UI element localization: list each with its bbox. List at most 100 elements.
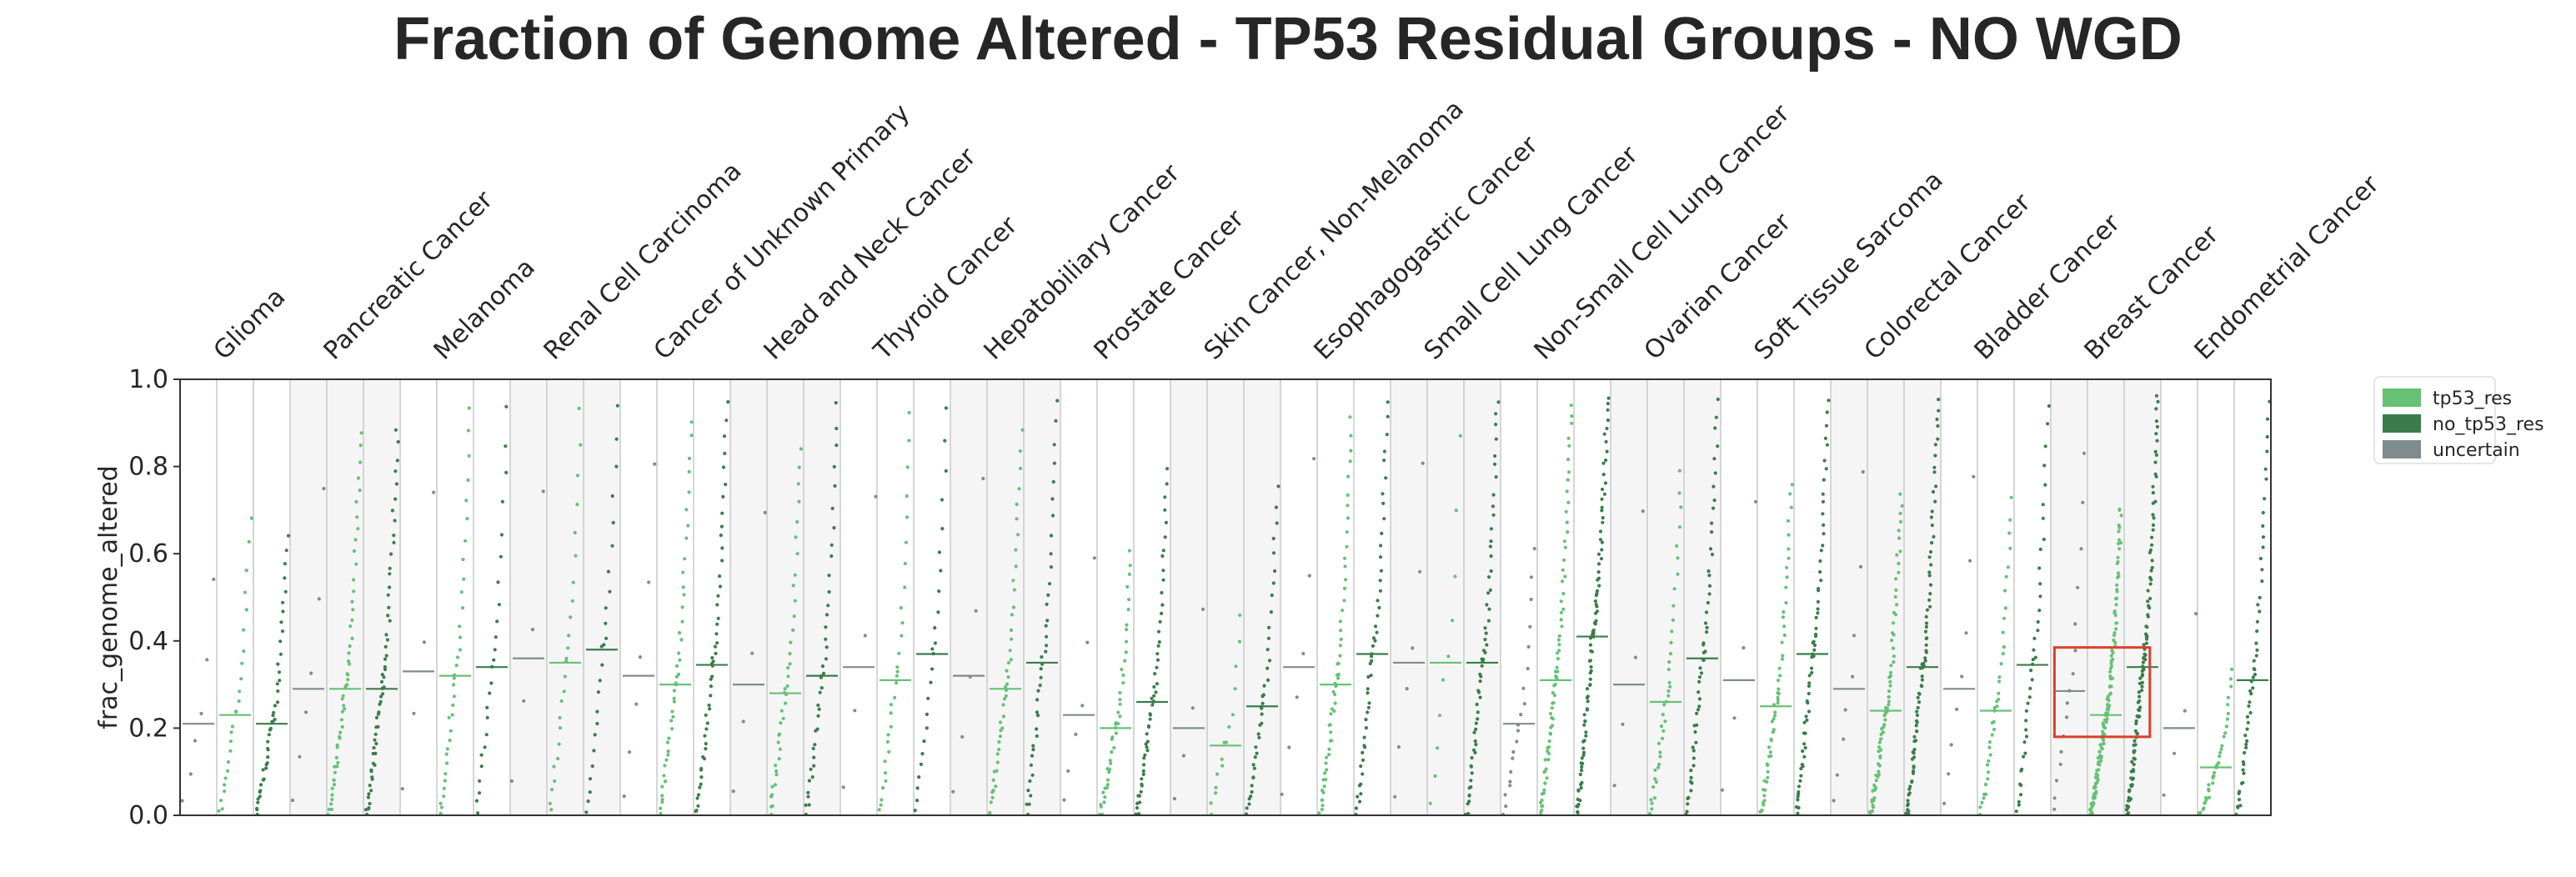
data-point-no_tp53_res [724, 483, 728, 487]
data-point-no_tp53_res [610, 494, 614, 499]
data-point-no_tp53_res [276, 689, 280, 694]
data-point-tp53_res [2102, 741, 2106, 746]
data-point-no_tp53_res [1924, 649, 1928, 653]
data-point-no_tp53_res [1812, 643, 1817, 648]
data-point-tp53_res [1548, 731, 1552, 735]
data-point-no_tp53_res [2265, 449, 2269, 454]
data-point-no_tp53_res [1924, 643, 1928, 647]
data-point-tp53_res [686, 524, 690, 528]
data-point-no_tp53_res [1814, 626, 1818, 630]
data-point-tp53_res [1992, 727, 1997, 732]
data-point-tp53_res [680, 605, 684, 609]
data-point-no_tp53_res [1606, 408, 1610, 412]
data-point-tp53_res [1872, 783, 1877, 788]
data-point-tp53_res [895, 669, 900, 674]
data-point-no_tp53_res [2042, 537, 2046, 542]
data-point-tp53_res [352, 549, 356, 554]
data-point-tp53_res [449, 729, 453, 733]
data-point-no_tp53_res [2245, 739, 2249, 744]
data-point-no_tp53_res [2258, 556, 2263, 561]
band-7 [950, 379, 1060, 815]
data-point-tp53_res [1997, 697, 2001, 701]
data-point-no_tp53_res [1253, 755, 1257, 759]
data-point-no_tp53_res [1262, 684, 1266, 688]
data-point-tp53_res [1560, 579, 1565, 584]
data-point-uncertain [303, 710, 308, 714]
data-point-tp53_res [352, 589, 356, 594]
data-point-tp53_res [242, 649, 246, 654]
data-point-no_tp53_res [723, 451, 727, 456]
data-point-tp53_res [454, 664, 459, 668]
data-point-uncertain [1955, 707, 1959, 712]
data-point-tp53_res [2101, 721, 2105, 725]
data-point-no_tp53_res [256, 800, 260, 804]
data-point-no_tp53_res [1814, 632, 1818, 637]
data-point-no_tp53_res [2153, 472, 2158, 476]
data-point-tp53_res [2204, 795, 2208, 800]
data-point-tp53_res [770, 793, 774, 797]
data-point-uncertain [1621, 722, 1625, 726]
data-point-no_tp53_res [1256, 732, 1260, 736]
legend-label-no_tp53_res: no_tp53_res [2433, 414, 2544, 435]
data-point-tp53_res [2106, 694, 2110, 699]
data-point-tp53_res [1784, 585, 1788, 589]
data-point-no_tp53_res [937, 550, 941, 554]
data-point-no_tp53_res [2146, 589, 2150, 593]
data-point-uncertain [412, 711, 416, 715]
data-point-no_tp53_res [1368, 661, 1372, 666]
data-point-no_tp53_res [261, 768, 265, 772]
data-point-uncertain [530, 628, 535, 632]
data-point-no_tp53_res [1714, 415, 1718, 419]
data-point-tp53_res [1006, 675, 1010, 679]
data-point-tp53_res [340, 709, 345, 714]
data-point-tp53_res [2007, 531, 2012, 535]
data-point-no_tp53_res [1036, 689, 1040, 693]
data-point-tp53_res [677, 631, 682, 635]
data-point-no_tp53_res [1928, 583, 1933, 587]
data-point-no_tp53_res [1489, 569, 1493, 574]
data-point-no_tp53_res [1030, 754, 1035, 758]
data-point-no_tp53_res [1686, 802, 1690, 806]
data-point-no_tp53_res [1373, 624, 1378, 629]
data-point-tp53_res [1883, 718, 1887, 722]
data-point-tp53_res [1985, 763, 1990, 767]
data-point-no_tp53_res [1478, 695, 1482, 699]
data-point-tp53_res [682, 593, 686, 597]
data-point-no_tp53_res [1904, 811, 1908, 815]
data-point-no_tp53_res [1916, 705, 1920, 710]
data-point-no_tp53_res [1924, 614, 1928, 619]
data-point-no_tp53_res [1812, 648, 1817, 652]
data-point-no_tp53_res [595, 721, 599, 726]
data-point-no_tp53_res [2137, 690, 2141, 694]
data-point-no_tp53_res [275, 700, 280, 704]
data-point-tp53_res [1564, 509, 1568, 514]
data-point-tp53_res [1888, 684, 1892, 688]
data-point-no_tp53_res [1585, 687, 1590, 691]
data-point-tp53_res [329, 807, 334, 811]
data-point-no_tp53_res [1922, 661, 1926, 666]
data-point-uncertain [1396, 744, 1401, 749]
data-point-tp53_res [1776, 695, 1780, 699]
data-point-no_tp53_res [925, 726, 929, 730]
data-point-no_tp53_res [1266, 678, 1270, 683]
data-point-no_tp53_res [1822, 459, 1827, 463]
data-point-uncertain [1080, 704, 1085, 708]
data-point-no_tp53_res [495, 619, 499, 624]
data-point-no_tp53_res [1379, 544, 1383, 548]
data-point-tp53_res [359, 431, 363, 435]
data-point-no_tp53_res [1586, 699, 1590, 704]
data-point-no_tp53_res [1275, 521, 1279, 525]
data-point-no_tp53_res [1935, 417, 1939, 422]
data-point-no_tp53_res [1601, 520, 1605, 524]
data-point-no_tp53_res [709, 684, 714, 689]
data-point-tp53_res [1220, 764, 1225, 768]
data-point-tp53_res [2229, 684, 2233, 689]
data-point-uncertain [1509, 769, 1513, 774]
data-point-no_tp53_res [1794, 804, 1799, 809]
data-point-tp53_res [1127, 549, 1131, 553]
data-point-tp53_res [788, 662, 792, 666]
data-point-no_tp53_res [824, 637, 828, 641]
data-point-tp53_res [2115, 583, 2119, 588]
data-point-tp53_res [1877, 773, 1881, 777]
data-point-tp53_res [1995, 704, 1999, 709]
